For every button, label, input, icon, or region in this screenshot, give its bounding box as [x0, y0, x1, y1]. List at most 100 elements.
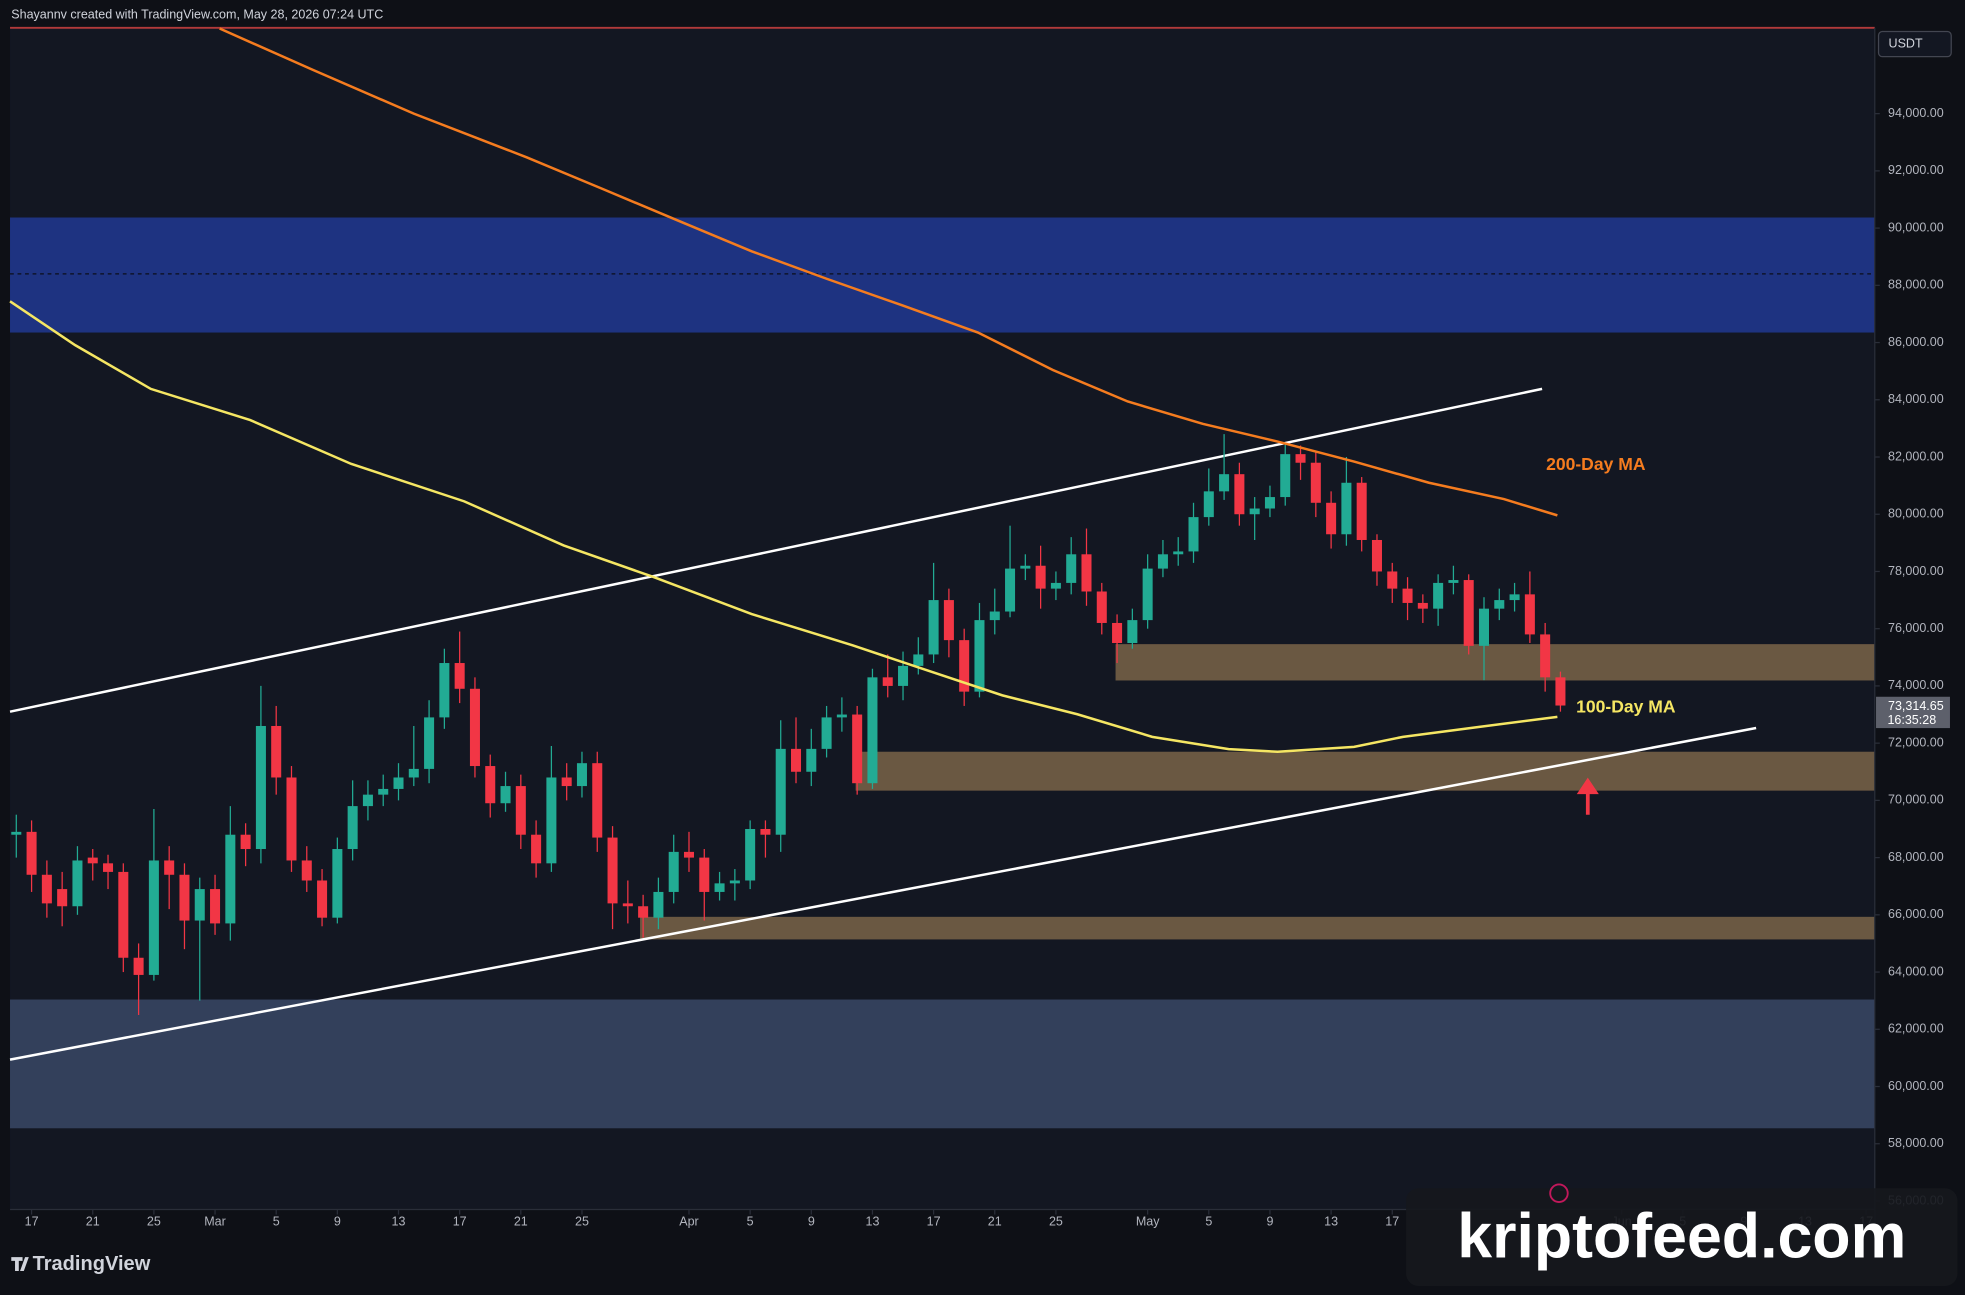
y-tick-label: 92,000.00 [1888, 163, 1944, 177]
watermark-box [1406, 1188, 1958, 1286]
candle-body [1494, 600, 1505, 609]
y-tick-label: 60,000.00 [1888, 1079, 1944, 1093]
y-tick-label: 86,000.00 [1888, 335, 1944, 349]
x-tick-label: 17 [1385, 1214, 1399, 1228]
candle-body [1524, 594, 1535, 635]
candle-body [1433, 582, 1444, 609]
currency: USDT [1889, 36, 1923, 50]
candle-body [1387, 571, 1398, 589]
candle-body [378, 788, 389, 795]
x-tick-label: 9 [1266, 1214, 1273, 1228]
candle-body [317, 880, 328, 918]
candle-body [485, 766, 496, 804]
candle-body [469, 688, 480, 767]
candle-body [729, 880, 740, 884]
x-tick-label: 13 [865, 1214, 879, 1228]
x-tick-label: 17 [453, 1214, 467, 1228]
candle-body [775, 748, 786, 835]
y-tick-label: 70,000.00 [1888, 793, 1944, 807]
y-tick-label: 74,000.00 [1888, 678, 1944, 692]
candle-body [1127, 620, 1138, 643]
x-tick-label: Mar [204, 1214, 226, 1228]
up-arrow [1576, 777, 1599, 815]
candle-body [1310, 462, 1321, 503]
candle-body [622, 903, 633, 907]
candle-body [546, 777, 557, 864]
candle-body [1448, 580, 1459, 583]
y-tick-label: 82,000.00 [1888, 449, 1944, 463]
candle-body [347, 806, 358, 850]
candle-body [225, 834, 236, 924]
zone [10, 999, 1875, 1129]
candle-body [57, 889, 68, 907]
candle-body [745, 828, 756, 881]
candle-body [928, 600, 939, 655]
x-tick-label: 17 [25, 1214, 39, 1228]
candle-body [240, 834, 251, 850]
candle-body [439, 663, 450, 718]
candle-body [103, 863, 114, 872]
candle-body [1219, 474, 1230, 492]
candle-body [1463, 580, 1474, 646]
watermark: kriptofeed.com [1457, 1201, 1906, 1271]
candle-body [852, 714, 863, 784]
candle-body [898, 665, 909, 686]
candle-body [210, 889, 221, 924]
candle-body [1555, 677, 1566, 706]
last-price-box [1876, 696, 1950, 729]
candle-body [531, 834, 542, 864]
candle-body [1173, 551, 1184, 555]
candle-body [1020, 565, 1031, 569]
candle-body [790, 748, 802, 772]
x-tick-label: 21 [988, 1214, 1002, 1228]
candle-body [255, 725, 266, 850]
x-tick-label: 25 [147, 1214, 161, 1228]
candle-body [500, 786, 511, 804]
candle-body [301, 860, 312, 881]
candle-body [393, 777, 404, 789]
last-price-label: 73,314.65 [1888, 699, 1944, 713]
candle-body [1371, 539, 1382, 572]
candle-body [179, 874, 190, 921]
candle-body [668, 851, 679, 892]
logo-icon [11, 1257, 29, 1271]
ma-label: 100-Day MA [1576, 697, 1676, 717]
x-tick-label: 21 [86, 1214, 100, 1228]
watermark-group: kriptofeed.com [1406, 1183, 1958, 1286]
candle-body [408, 768, 419, 778]
y-tick-label: 94,000.00 [1888, 106, 1944, 120]
candle-body [26, 831, 37, 875]
candle-body [11, 831, 22, 835]
candle-body [1341, 482, 1352, 535]
x-tick-label: Apr [679, 1214, 698, 1228]
ma-label: 200-Day MA [1546, 454, 1646, 474]
candle-body [1417, 602, 1428, 609]
candle-body [1188, 517, 1199, 552]
x-tick-label: 13 [1324, 1214, 1338, 1228]
candle-body [118, 871, 129, 958]
candle-body [1096, 591, 1107, 623]
x-tick-label: 9 [808, 1214, 815, 1228]
candle-body [1157, 554, 1168, 569]
y-tick-label: 64,000.00 [1888, 964, 1944, 978]
footer-logo: TradingView [11, 1253, 151, 1275]
candle-body [913, 654, 924, 666]
x-tick-label: 25 [575, 1214, 589, 1228]
candle-body [1081, 554, 1092, 592]
y-tick-label: 72,000.00 [1888, 735, 1944, 749]
candle-body [1509, 594, 1520, 601]
candle-body [760, 828, 771, 835]
candle-body [638, 906, 649, 918]
candle-body [286, 777, 297, 861]
x-tick-label: 25 [1049, 1214, 1063, 1228]
candle-body [1478, 608, 1490, 646]
y-tick-label: 66,000.00 [1888, 907, 1944, 921]
candle-body [1264, 497, 1275, 509]
candle-body [194, 889, 205, 921]
y-tick-label: 90,000.00 [1888, 220, 1944, 234]
x-tick-label: 5 [747, 1214, 754, 1228]
candle-body [699, 857, 710, 892]
candle-body [1142, 568, 1153, 621]
y-tick-label: 84,000.00 [1888, 392, 1944, 406]
